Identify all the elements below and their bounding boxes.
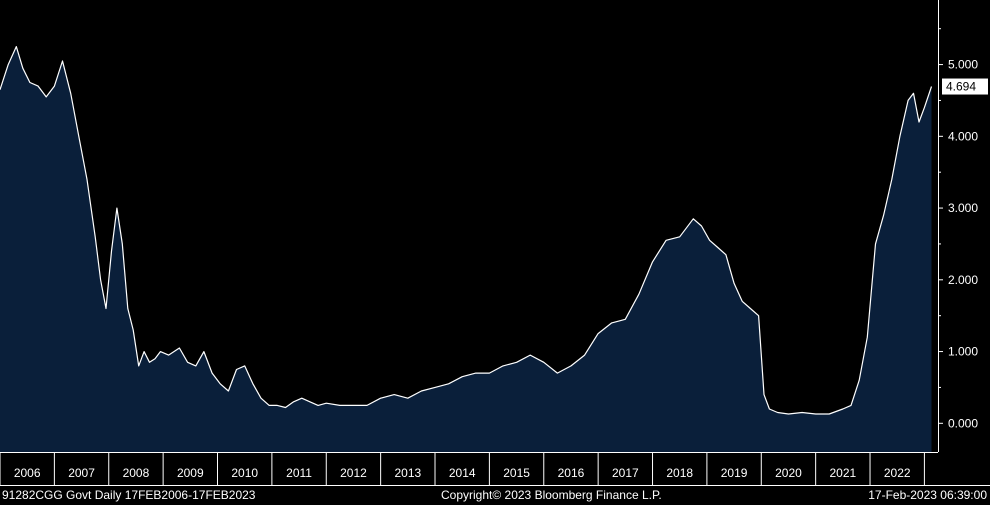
plot-area — [0, 46, 933, 452]
x-tick-label: 2007 — [68, 466, 95, 480]
x-tick-label: 2018 — [666, 466, 693, 480]
x-axis: 2006 2007 2008 2009 2010 2011 2012 2013 2014 2015… — [0, 452, 990, 486]
x-tick-label: 2021 — [829, 466, 856, 480]
x-tick-label: 2008 — [123, 466, 150, 480]
x-tick-label: 2014 — [449, 466, 476, 480]
y-tick-label: 3.000 — [948, 201, 978, 215]
footer-bar: 91282CGG Govt Daily 17FEB2006-17FEB2023 … — [0, 486, 990, 505]
x-tick-label: 2010 — [231, 466, 258, 480]
footer-security-info: 91282CGG Govt Daily 17FEB2006-17FEB2023 — [2, 488, 256, 502]
y-tick-label: 4.000 — [948, 129, 978, 143]
x-tick-label: 2022 — [884, 466, 911, 480]
y-axis: 0.000 1.000 2.000 3.000 4.000 5.000 4.694 — [938, 0, 988, 452]
x-tick-label: 2020 — [775, 466, 802, 480]
x-tick-label: 2017 — [612, 466, 639, 480]
last-value-box — [942, 78, 988, 95]
y-tick-label: 1.000 — [948, 345, 978, 359]
x-tick-label: 2012 — [340, 466, 367, 480]
last-value-label: 4.694 — [946, 80, 976, 94]
x-tick-label: 2015 — [503, 466, 530, 480]
series-line — [0, 46, 933, 415]
x-tick-label: 2011 — [286, 466, 312, 480]
x-tick-label: 2009 — [177, 466, 204, 480]
x-tick-label: 2013 — [394, 466, 421, 480]
x-tick-label: 2006 — [14, 466, 41, 480]
yield-chart: 0.000 1.000 2.000 3.000 4.000 5.000 4.694 2006… — [0, 0, 990, 486]
footer-copyright: Copyright© 2023 Bloomberg Finance L.P. — [441, 488, 662, 502]
y-tick-label: 2.000 — [948, 273, 978, 287]
series-area — [0, 46, 932, 452]
y-tick-label: 5.000 — [948, 58, 978, 72]
x-tick-label: 2016 — [558, 466, 585, 480]
footer-timestamp: 17-Feb-2023 06:39:00 — [868, 488, 987, 502]
y-tick-label: 0.000 — [948, 416, 978, 430]
x-tick-label: 2019 — [721, 466, 748, 480]
